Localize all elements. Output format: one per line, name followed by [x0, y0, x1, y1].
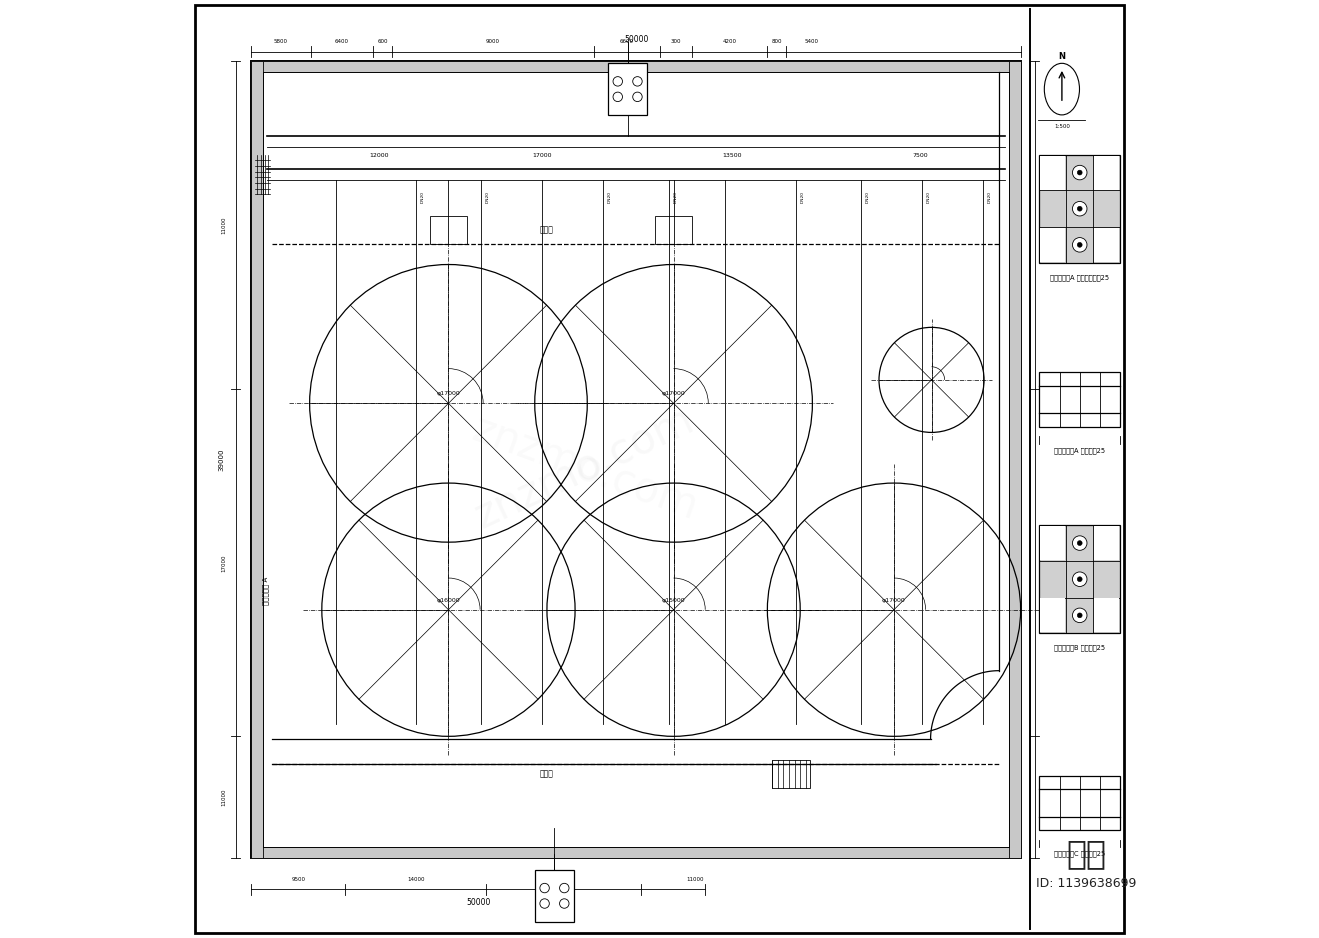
Text: 50000: 50000: [624, 35, 648, 44]
Bar: [252, 61, 1021, 72]
Circle shape: [1078, 540, 1082, 546]
Text: φ16000: φ16000: [437, 598, 460, 603]
Text: N: N: [1058, 52, 1066, 61]
Text: 11000: 11000: [686, 877, 703, 882]
Text: 17000: 17000: [533, 153, 551, 158]
Text: φ15000: φ15000: [662, 598, 686, 603]
Circle shape: [1072, 536, 1087, 551]
Text: DN20: DN20: [988, 191, 992, 203]
Text: 阀门水封井B 剖面图：25: 阀门水封井B 剖面图：25: [1054, 644, 1105, 651]
Bar: [608, 64, 648, 115]
Circle shape: [1078, 577, 1082, 582]
Text: 800: 800: [772, 39, 782, 44]
Text: 50000: 50000: [624, 108, 648, 117]
Text: 5400: 5400: [805, 39, 819, 44]
Text: 600: 600: [377, 39, 388, 44]
Text: 11000: 11000: [222, 217, 227, 234]
Text: 12000: 12000: [369, 153, 389, 158]
Text: 9500: 9500: [291, 877, 306, 882]
Text: 7500: 7500: [911, 153, 927, 158]
Text: znzmo.com: znzmo.com: [468, 400, 700, 538]
Text: 泡沫管: 泡沫管: [539, 225, 554, 234]
Bar: [772, 760, 810, 788]
Text: 9000: 9000: [485, 39, 500, 44]
Bar: [1039, 776, 1120, 830]
Text: 50000: 50000: [466, 898, 491, 907]
Circle shape: [1078, 170, 1082, 175]
Bar: [1041, 228, 1066, 262]
Text: 39000: 39000: [219, 448, 224, 471]
Text: DN20: DN20: [608, 191, 612, 203]
Text: DN20: DN20: [674, 191, 678, 203]
Bar: [1039, 372, 1120, 427]
Text: 11000: 11000: [222, 789, 227, 806]
Text: 11000: 11000: [1045, 789, 1049, 806]
Text: DN20: DN20: [865, 191, 869, 203]
Text: 阀门水封井A 剖面图：25: 阀门水封井A 剖面图：25: [1054, 447, 1105, 454]
Bar: [1093, 598, 1119, 632]
Bar: [252, 61, 262, 858]
Bar: [430, 216, 467, 244]
Circle shape: [1072, 237, 1087, 252]
Text: DN20: DN20: [421, 191, 425, 203]
Circle shape: [1078, 242, 1082, 248]
Text: 11000: 11000: [1045, 217, 1049, 234]
Bar: [534, 870, 574, 921]
Bar: [1093, 526, 1119, 560]
Bar: [654, 216, 692, 244]
Bar: [252, 847, 1021, 858]
Bar: [1039, 155, 1120, 263]
Text: 阀门水封井A 平面大样图：25: 阀门水封井A 平面大样图：25: [1050, 274, 1109, 280]
Text: 14000: 14000: [406, 877, 425, 882]
Text: 6600: 6600: [620, 39, 633, 44]
Text: znzmo.com: znzmo.com: [466, 409, 703, 529]
Bar: [1093, 228, 1119, 262]
Bar: [1041, 598, 1066, 632]
Text: 5800: 5800: [274, 39, 288, 44]
Text: φ17000: φ17000: [437, 391, 460, 397]
Circle shape: [1072, 608, 1087, 623]
Text: ID: 1139638699: ID: 1139638699: [1037, 877, 1137, 890]
Text: 阀门水封井C 剖面图：25: 阀门水封井C 剖面图：25: [1054, 851, 1105, 857]
Text: 知末: 知末: [1066, 837, 1107, 870]
Text: DN20: DN20: [485, 191, 489, 203]
Text: 300: 300: [670, 39, 681, 44]
Text: φ17000: φ17000: [662, 391, 686, 397]
Bar: [1041, 156, 1066, 189]
Text: 13500: 13500: [723, 153, 743, 158]
Circle shape: [1072, 202, 1087, 216]
Text: 4200: 4200: [723, 39, 737, 44]
Text: 17000: 17000: [222, 554, 227, 571]
Circle shape: [1072, 572, 1087, 586]
Text: 泡沫灭火区 A: 泡沫灭火区 A: [262, 577, 269, 605]
Text: 6400: 6400: [335, 39, 350, 44]
Text: DN20: DN20: [801, 191, 805, 203]
Circle shape: [1078, 206, 1082, 211]
Bar: [1039, 525, 1120, 633]
Text: 15500: 15500: [554, 877, 572, 882]
Bar: [1093, 156, 1119, 189]
Bar: [1041, 526, 1066, 560]
Text: φ17000: φ17000: [882, 598, 906, 603]
Text: 循水管: 循水管: [539, 769, 554, 779]
Bar: [252, 61, 1021, 858]
Text: DN20: DN20: [927, 191, 931, 203]
Text: 1:500: 1:500: [1054, 124, 1070, 129]
Circle shape: [1072, 165, 1087, 180]
Circle shape: [1078, 613, 1082, 618]
Bar: [1009, 61, 1021, 858]
